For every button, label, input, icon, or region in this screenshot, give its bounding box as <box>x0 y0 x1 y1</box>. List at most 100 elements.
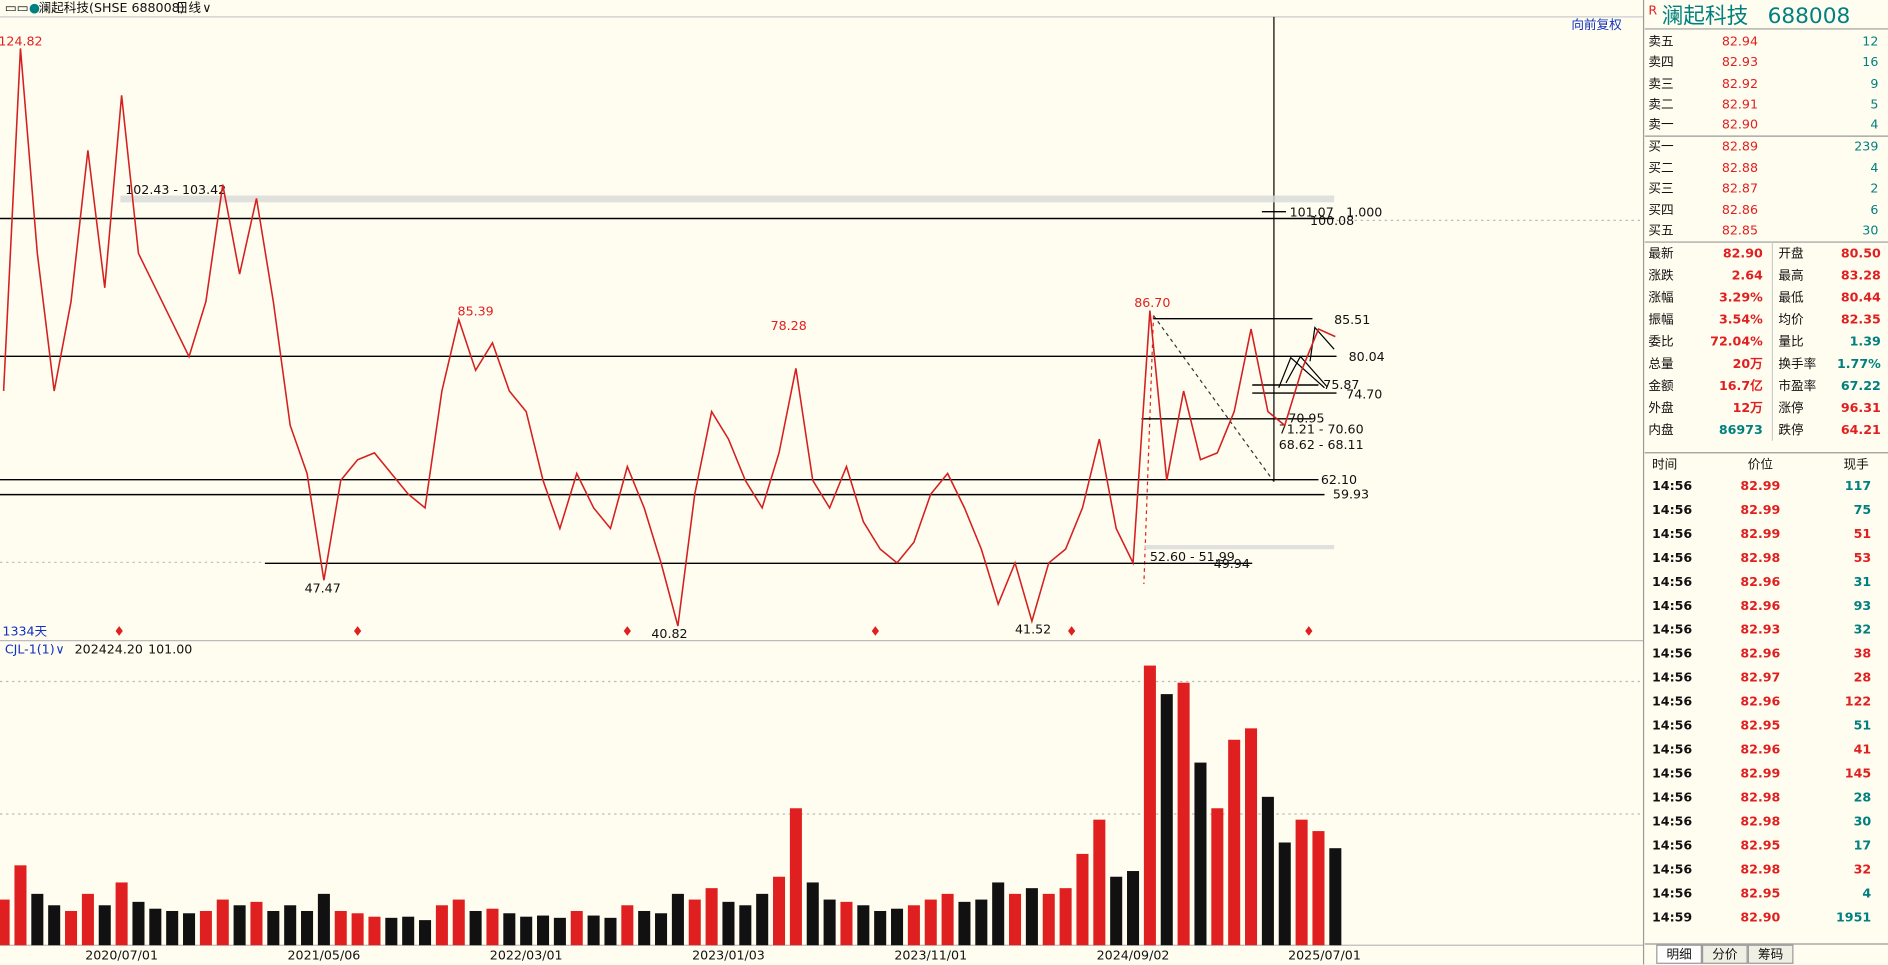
stat-value: 2.64 <box>1732 268 1763 283</box>
volume-bar <box>1110 876 1123 946</box>
trade-time: 14:56 <box>1652 837 1692 852</box>
trade-time: 14:56 <box>1652 742 1692 757</box>
stat-label: 涨停 <box>1778 400 1803 415</box>
volume-bar <box>671 893 684 946</box>
tab[interactable] <box>1656 944 1702 964</box>
trade-price: 82.98 <box>1740 861 1780 876</box>
stat-label: 振幅 <box>1648 312 1673 327</box>
trade-time: 14:56 <box>1652 574 1692 589</box>
volume-bar <box>0 899 10 946</box>
x-tick-label: 2024/09/02 <box>1097 948 1170 963</box>
trade-time: 14:56 <box>1652 550 1692 565</box>
book-volume: 4 <box>1870 117 1878 132</box>
stat-label: 市盈率 <box>1778 378 1816 393</box>
indicator-name[interactable]: CJL-1(1) <box>5 642 55 657</box>
stat-label: 委比 <box>1648 334 1673 349</box>
trade-time: 14:56 <box>1652 885 1692 900</box>
stat-label: 最低 <box>1778 290 1804 305</box>
volume-bar <box>419 920 432 946</box>
book-label: 卖二 <box>1648 96 1673 111</box>
peak-label: 86.70 <box>1134 295 1170 310</box>
stat-value: 80.44 <box>1841 290 1881 305</box>
book-volume: 16 <box>1862 54 1878 69</box>
quote-name: 澜起科技 <box>1662 4 1749 29</box>
volume-bar <box>924 899 937 946</box>
volume-bar <box>1329 848 1342 946</box>
trade-time: 14:56 <box>1652 598 1692 613</box>
volume-bar <box>1160 694 1173 946</box>
book-label: 买五 <box>1648 223 1673 238</box>
trade-price: 82.96 <box>1740 598 1780 613</box>
stat-value: 3.29% <box>1719 290 1763 305</box>
volume-bar <box>739 905 752 946</box>
indicator-arrow[interactable]: ∨ <box>55 642 64 657</box>
trade-price: 82.95 <box>1740 837 1780 852</box>
tab-label[interactable]: 分价 <box>1712 946 1738 961</box>
tab-label[interactable]: 明细 <box>1666 946 1691 961</box>
tab[interactable] <box>1701 944 1748 964</box>
trade-volume: 93 <box>1854 598 1872 613</box>
book-label: 买二 <box>1648 160 1673 175</box>
x-tick-label: 2022/03/01 <box>490 948 563 963</box>
stat-value: 96.31 <box>1841 400 1881 415</box>
book-volume: 12 <box>1862 34 1878 49</box>
indicator-value: 101.00 <box>148 642 192 657</box>
volume-bar <box>1042 893 1055 946</box>
volume-bar <box>1025 888 1038 946</box>
period-arrow[interactable]: ∨ <box>202 0 211 15</box>
peak-label: 85.39 <box>458 303 494 318</box>
trade-volume: 122 <box>1845 694 1871 709</box>
stat-value: 86973 <box>1719 422 1763 437</box>
volume-bar <box>31 893 44 946</box>
volume-bar <box>1228 739 1241 946</box>
zone-label: 68.62 - 68.11 <box>1279 437 1364 452</box>
tab-label[interactable]: 筹码 <box>1758 946 1783 961</box>
trade-price: 82.96 <box>1740 742 1780 757</box>
trade-price: 82.98 <box>1740 550 1780 565</box>
volume-bar <box>1245 728 1258 946</box>
tab[interactable] <box>1747 944 1794 964</box>
book-volume: 30 <box>1862 223 1878 238</box>
volume-bar <box>1278 842 1291 946</box>
stat-value: 80.50 <box>1841 246 1881 261</box>
book-label: 买四 <box>1648 202 1673 217</box>
trade-volume: 38 <box>1854 646 1872 661</box>
volume-bar <box>958 901 971 946</box>
trade-volume: 117 <box>1845 478 1871 493</box>
level-label: 74.70 <box>1346 386 1382 401</box>
trade-price: 82.98 <box>1740 813 1780 828</box>
level-label: 70.95 <box>1288 411 1324 426</box>
trade-volume: 53 <box>1854 550 1872 565</box>
stat-label: 涨跌 <box>1648 268 1674 283</box>
book-price: 82.91 <box>1722 96 1758 111</box>
stat-value: 20万 <box>1733 356 1764 371</box>
trade-volume: 41 <box>1854 742 1872 757</box>
trade-header: 价位 <box>1748 456 1774 471</box>
stock-title[interactable]: 澜起科技(SHSE 688008) <box>39 0 185 15</box>
volume-bar <box>1211 808 1224 946</box>
trade-price: 82.97 <box>1740 670 1780 685</box>
trade-time: 14:56 <box>1652 789 1692 804</box>
level-label: 49.94 <box>1214 556 1250 571</box>
volume-bar <box>166 910 179 946</box>
trade-volume: 4 <box>1862 885 1871 900</box>
volume-bar <box>1127 871 1140 946</box>
trade-price: 82.98 <box>1740 789 1780 804</box>
adjust[interactable]: 向前复权 <box>1571 17 1622 32</box>
book-price: 82.85 <box>1722 223 1758 238</box>
volume-bar <box>587 915 600 946</box>
book-label: 卖三 <box>1648 76 1673 91</box>
period[interactable]: 日线 <box>176 0 202 15</box>
volume-bar <box>520 916 533 946</box>
volume-bar <box>351 913 364 946</box>
volume-bar <box>722 901 735 946</box>
book-price: 82.94 <box>1722 34 1758 49</box>
level-label: 85.51 <box>1334 312 1370 327</box>
trade-time: 14:56 <box>1652 670 1692 685</box>
stat-value: 12万 <box>1733 400 1764 415</box>
trade-time: 14:56 <box>1652 766 1692 781</box>
volume-bar <box>368 916 381 946</box>
peak-label: 124.82 <box>0 34 43 49</box>
volume-bar <box>301 910 314 946</box>
